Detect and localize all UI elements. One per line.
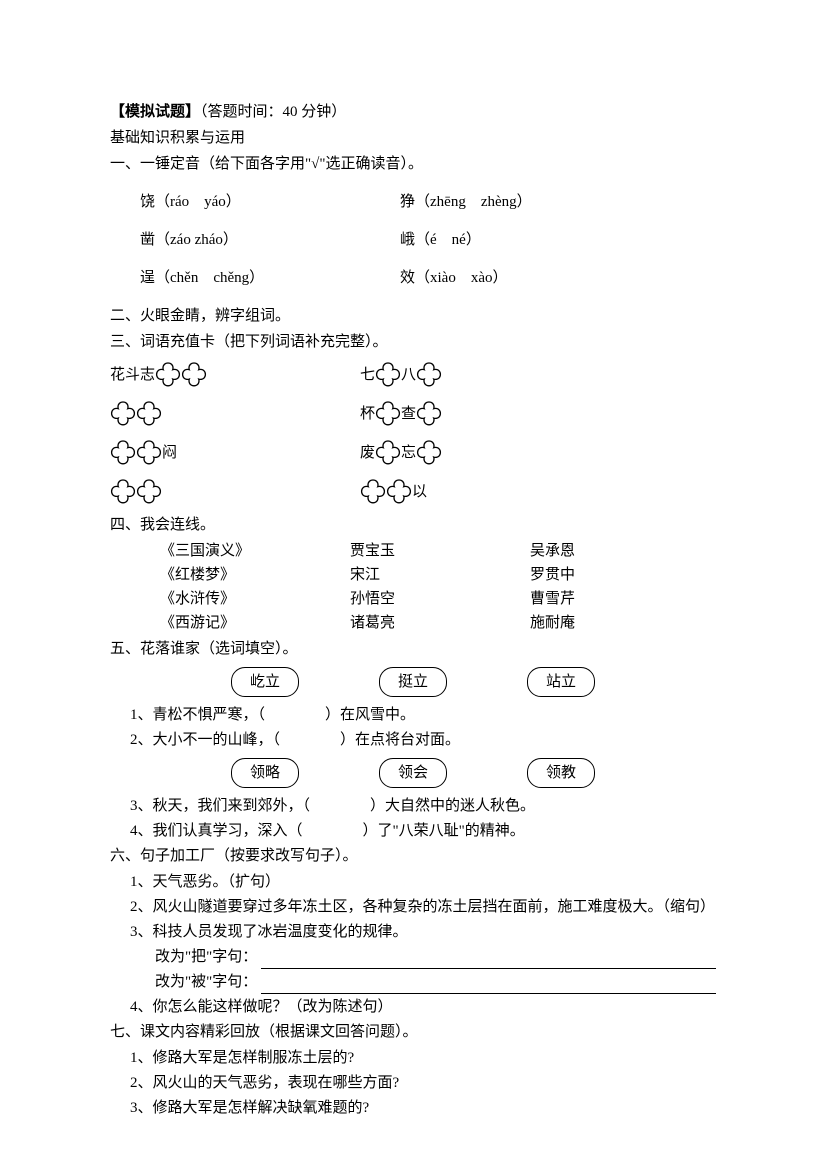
- q6-ba-label: 改为"把"字句：: [155, 945, 257, 969]
- match-row: 《水浒传》孙悟空曹雪芹: [160, 587, 716, 611]
- match-author: 曹雪芹: [530, 587, 575, 611]
- match-row: 《三国演义》贾宝玉吴承恩: [160, 539, 716, 563]
- flower-icon: [133, 437, 165, 469]
- idiom-cell: 废忘: [360, 435, 610, 471]
- q5-title: 五、花落谁家（选词填空）。: [110, 637, 716, 661]
- q6-title: 六、句子加工厂（按要求改写句子）。: [110, 844, 716, 868]
- match-book: 《水浒传》: [160, 587, 350, 611]
- q4-title: 四、我会连线。: [110, 513, 716, 537]
- flower-icon: [178, 359, 210, 391]
- match-author: 罗贯中: [530, 563, 575, 587]
- q7-title: 七、课文内容精彩回放（根据课文回答问题）。: [110, 1020, 716, 1044]
- idiom-cell: [110, 474, 360, 510]
- match-author: 吴承恩: [530, 539, 575, 563]
- q6-item-4: 4、你怎么能这样做呢？（改为陈述句）: [110, 995, 716, 1019]
- word-pill: 领教: [527, 758, 595, 788]
- idiom-cell: 杯查: [360, 396, 610, 432]
- match-character: 贾宝玉: [350, 539, 530, 563]
- flower-icon: [372, 437, 404, 469]
- flower-icon: [413, 359, 445, 391]
- blank-line[interactable]: [261, 976, 716, 994]
- fill-blank-line: 2、大小不一的山峰，（ ）在点将台对面。: [110, 728, 716, 752]
- pinyin-left: 饶（ráo yáo）: [140, 190, 400, 214]
- idiom-text: 以: [412, 480, 427, 504]
- word-pill: 屹立: [231, 667, 299, 697]
- title-text: 【模拟试题】: [110, 104, 200, 120]
- match-character: 宋江: [350, 563, 530, 587]
- match-row: 《西游记》诸葛亮施耐庵: [160, 611, 716, 635]
- word-pill: 领略: [231, 758, 299, 788]
- q3-title: 三、词语充值卡（把下列词语补充完整）。: [110, 330, 716, 354]
- page-header: 【模拟试题】（答题时间：40 分钟）: [110, 100, 716, 124]
- idiom-row: 杯查: [110, 396, 716, 432]
- pinyin-right: 狰（zhēng zhèng）: [400, 190, 532, 214]
- flower-icon: [383, 476, 415, 508]
- fill-blank-line: 4、我们认真学习，深入（ ）了"八荣八耻"的精神。: [110, 819, 716, 843]
- word-pill: 领会: [379, 758, 447, 788]
- q2-title: 二、火眼金睛，辨字组词。: [110, 304, 716, 328]
- pinyin-left: 凿（záo zháo）: [140, 228, 400, 252]
- fill-blank-line: 1、青松不惧严寒，（ ）在风雪中。: [110, 703, 716, 727]
- flower-icon: [413, 398, 445, 430]
- idiom-row: 花斗志 七八: [110, 357, 716, 393]
- match-book: 《西游记》: [160, 611, 350, 635]
- sentence-item: 1、天气恶劣。（扩句）: [110, 870, 716, 894]
- match-book: 《三国演义》: [160, 539, 350, 563]
- pinyin-row: 饶（ráo yáo）狰（zhēng zhèng）: [110, 190, 716, 214]
- flower-icon: [372, 359, 404, 391]
- q1-title: 一、一锤定音（给下面各字用"√"选正确读音）。: [110, 152, 716, 176]
- match-author: 施耐庵: [530, 611, 575, 635]
- idiom-text: 花斗志: [110, 363, 155, 387]
- q6-ba-line: 改为"把"字句：: [110, 945, 716, 969]
- title-timing: （答题时间：40 分钟）: [200, 104, 346, 120]
- idiom-cell: 花斗志: [110, 357, 360, 393]
- flower-icon: [133, 476, 165, 508]
- question-item: 3、修路大军是怎样解决缺氧难题的?: [110, 1096, 716, 1120]
- pinyin-row: 凿（záo zháo）峨（é né）: [110, 228, 716, 252]
- pinyin-right: 效（xiào xào）: [400, 266, 507, 290]
- q6-bei-label: 改为"被"字句：: [155, 970, 257, 994]
- idiom-cell: 闷: [110, 435, 360, 471]
- pinyin-right: 峨（é né）: [400, 228, 481, 252]
- match-character: 孙悟空: [350, 587, 530, 611]
- flower-icon: [372, 398, 404, 430]
- flower-icon: [133, 398, 165, 430]
- subtitle: 基础知识积累与运用: [110, 126, 716, 150]
- question-item: 2、风火山的天气恶劣，表现在哪些方面?: [110, 1071, 716, 1095]
- word-pill: 站立: [527, 667, 595, 697]
- sentence-item: 3、科技人员发现了冰岩温度变化的规律。: [110, 920, 716, 944]
- question-item: 1、修路大军是怎样制服冻土层的?: [110, 1046, 716, 1070]
- word-pill: 挺立: [379, 667, 447, 697]
- blank-line[interactable]: [261, 951, 716, 969]
- match-character: 诸葛亮: [350, 611, 530, 635]
- idiom-cell: 以: [360, 474, 610, 510]
- pinyin-row: 逞（chěn chěng）效（xiào xào）: [110, 266, 716, 290]
- idiom-cell: 七八: [360, 357, 610, 393]
- pinyin-left: 逞（chěn chěng）: [140, 266, 400, 290]
- idiom-cell: [110, 396, 360, 432]
- idiom-row: 闷 废忘: [110, 435, 716, 471]
- fill-blank-line: 3、秋天，我们来到郊外，（ ）大自然中的迷人秋色。: [110, 794, 716, 818]
- q6-bei-line: 改为"被"字句：: [110, 970, 716, 994]
- match-book: 《红楼梦》: [160, 563, 350, 587]
- flower-icon: [413, 437, 445, 469]
- match-row: 《红楼梦》宋江罗贯中: [160, 563, 716, 587]
- idiom-row: 以: [110, 474, 716, 510]
- sentence-item: 2、风火山隧道要穿过多年冻土区，各种复杂的冻土层挡在面前，施工难度极大。（缩句）: [110, 895, 716, 919]
- idiom-text: 闷: [162, 441, 177, 465]
